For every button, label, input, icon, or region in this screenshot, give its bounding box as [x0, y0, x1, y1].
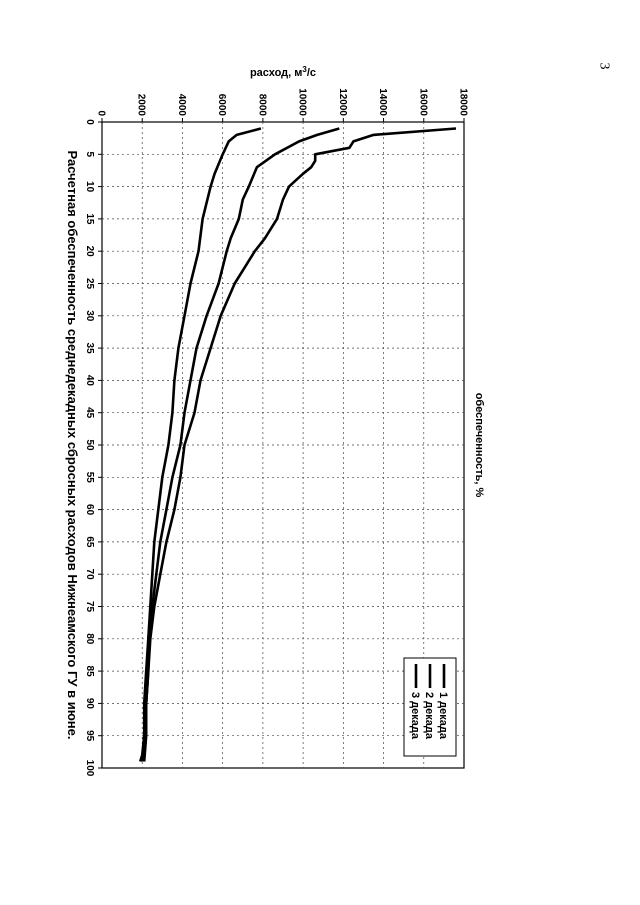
legend-label-1: 1 декада — [437, 692, 449, 740]
y-tick-label: 16000 — [417, 88, 428, 116]
y-tick-label: 8000 — [256, 94, 267, 117]
x-tick-label: 95 — [84, 730, 95, 742]
x-tick-label: 40 — [84, 375, 95, 387]
x-tick-label: 55 — [84, 472, 95, 484]
x-tick-label: 75 — [84, 601, 95, 613]
x-tick-label: 0 — [84, 119, 95, 125]
y-tick-label: 2000 — [136, 94, 147, 117]
x-tick-label: 20 — [84, 246, 95, 258]
ticks: 0 5 10 15 20 25 30 35 40 45 50 55 60 65 70 75 80 85 90 95 10… — [84, 88, 469, 777]
x-tick-label: 70 — [84, 569, 95, 581]
x-tick-label: 50 — [84, 439, 95, 451]
x-tick-label: 100 — [84, 760, 95, 777]
legend-label-2: 2 декада — [423, 692, 435, 740]
series-layer — [138, 127, 457, 762]
y-axis-title: расход, м3/с — [250, 65, 316, 80]
x-tick-label: 10 — [84, 181, 95, 193]
x-tick-label: 35 — [84, 343, 95, 355]
x-tick-label: 60 — [84, 504, 95, 516]
x-tick-label: 90 — [84, 698, 95, 710]
x-axis-title: обеспеченность, % — [473, 393, 485, 498]
y-tick-label: 14000 — [377, 88, 388, 116]
y-tick-label: 12000 — [337, 88, 348, 116]
x-tick-label: 45 — [84, 407, 95, 419]
x-tick-label: 15 — [84, 213, 95, 225]
series-line-1 — [138, 127, 457, 762]
chart-title: Расчетная обеспеченность среднедекадных … — [65, 151, 80, 740]
x-tick-label: 25 — [84, 278, 95, 290]
x-tick-label: 65 — [84, 536, 95, 548]
legend-label-3: 3 декада — [409, 692, 421, 740]
x-tick-label: 80 — [84, 633, 95, 645]
y-tick-label: 18000 — [458, 88, 469, 116]
x-tick-label: 30 — [84, 310, 95, 322]
x-tick-label: 85 — [84, 666, 95, 678]
y-tick-label: 6000 — [216, 94, 227, 117]
y-tick-label: 10000 — [297, 88, 308, 116]
y-tick-label: 4000 — [176, 94, 187, 117]
x-tick-label: 5 — [84, 152, 95, 158]
y-tick-label: 0 — [96, 110, 107, 116]
series-line-3 — [142, 127, 262, 762]
